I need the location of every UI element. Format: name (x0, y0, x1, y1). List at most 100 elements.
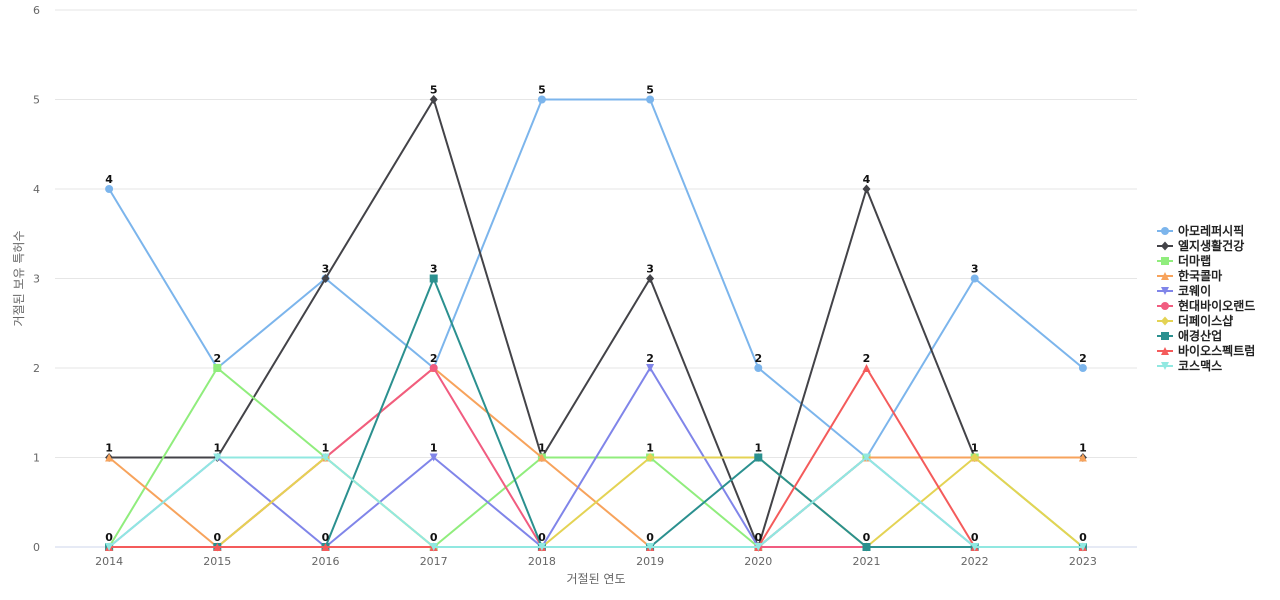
data-label: 4 (105, 173, 113, 186)
series-line[interactable] (109, 98, 1083, 548)
series-point[interactable] (537, 95, 546, 104)
legend-marker (1161, 287, 1169, 295)
y-tick-label: 4 (33, 183, 40, 196)
series-point[interactable] (429, 543, 438, 551)
series-point[interactable] (213, 453, 222, 462)
legend-item[interactable]: 바이오스펙트럼 (1157, 343, 1255, 358)
series-point[interactable] (213, 364, 222, 372)
legend-label: 한국콜마 (1178, 268, 1222, 283)
data-label: 0 (213, 531, 221, 544)
series-point[interactable] (970, 453, 979, 462)
legend-marker (1161, 272, 1169, 280)
series-point[interactable] (970, 543, 979, 551)
data-label: 1 (538, 442, 546, 455)
data-label: 1 (105, 442, 113, 455)
y-tick-label: 6 (33, 4, 40, 17)
legend-item[interactable]: 더마랩 (1157, 253, 1211, 268)
data-label: 5 (430, 84, 438, 97)
series-point[interactable] (862, 543, 871, 551)
data-label: 3 (646, 263, 654, 276)
series-point[interactable] (321, 274, 330, 283)
legend-item[interactable]: 더페이스샵 (1157, 313, 1233, 328)
series-point[interactable] (537, 453, 546, 462)
x-tick-label: 2021 (853, 555, 881, 568)
legend-label: 엘지생활건강 (1178, 238, 1244, 253)
series-2 (105, 95, 1087, 552)
legend-label: 아모레퍼시픽 (1178, 223, 1244, 238)
legend-marker (1161, 347, 1169, 355)
data-label: 2 (863, 352, 871, 365)
series-point[interactable] (429, 364, 438, 372)
series-point[interactable] (754, 453, 763, 462)
series-point[interactable] (429, 453, 438, 462)
series-point[interactable] (754, 364, 763, 372)
series-point[interactable] (429, 95, 438, 104)
series-point[interactable] (646, 364, 655, 372)
series-point[interactable] (105, 543, 114, 551)
series-line[interactable] (109, 277, 1083, 548)
x-tick-label: 2014 (95, 555, 123, 568)
legend-marker (1161, 227, 1169, 235)
data-label: 3 (322, 263, 330, 276)
legend[interactable]: 아모레퍼시픽엘지생활건강더마랩한국콜마코웨이현대바이오랜드더페이스샵애경산업바이… (1157, 223, 1255, 373)
series-point[interactable] (213, 543, 222, 551)
legend-label: 더마랩 (1178, 253, 1211, 268)
series-point[interactable] (862, 453, 871, 462)
series-point[interactable] (537, 543, 546, 551)
series-point[interactable] (429, 274, 438, 283)
series-point[interactable] (321, 543, 330, 551)
series-8 (105, 274, 1087, 551)
legend-item[interactable]: 코스맥스 (1157, 358, 1222, 373)
series-point[interactable] (321, 453, 330, 462)
legend-item[interactable]: 코웨이 (1157, 283, 1211, 298)
legend-item[interactable]: 현대바이오랜드 (1157, 298, 1255, 313)
data-label: 0 (430, 531, 438, 544)
series-point[interactable] (646, 95, 655, 104)
series-line[interactable] (108, 98, 1084, 459)
series-point[interactable] (646, 453, 655, 462)
y-tick-label: 1 (33, 452, 40, 465)
data-label: 0 (322, 531, 330, 544)
series-point[interactable] (1078, 543, 1087, 551)
legend-item[interactable]: 엘지생활건강 (1157, 238, 1244, 253)
legend-label: 애경산업 (1178, 328, 1222, 343)
legend-label: 바이오스펙트럼 (1178, 343, 1255, 358)
legend-label: 코스맥스 (1178, 358, 1222, 373)
data-label: 2 (213, 352, 221, 365)
data-label: 5 (538, 84, 546, 97)
y-tick-label: 2 (33, 362, 40, 375)
series-line[interactable] (108, 456, 1083, 548)
series-point[interactable] (862, 184, 871, 194)
legend-label: 더페이스샵 (1178, 313, 1233, 328)
data-label: 2 (430, 352, 438, 365)
x-tick-label: 2019 (636, 555, 664, 568)
legend-item[interactable]: 애경산업 (1157, 328, 1222, 343)
y-tick-label: 5 (33, 94, 40, 107)
legend-item[interactable]: 아모레퍼시픽 (1157, 223, 1244, 238)
series-point[interactable] (754, 543, 763, 551)
series-point[interactable] (1078, 453, 1087, 462)
x-tick-label: 2020 (744, 555, 772, 568)
data-label: 1 (971, 442, 979, 455)
series-point[interactable] (105, 185, 114, 193)
series-point[interactable] (105, 453, 114, 462)
legend-item[interactable]: 한국콜마 (1157, 268, 1222, 283)
data-label: 5 (646, 84, 654, 97)
x-axis-title: 거절된 연도 (566, 572, 625, 586)
series-lines (105, 95, 1087, 552)
data-label: 1 (754, 442, 762, 455)
series-point[interactable] (970, 274, 979, 283)
data-label: 0 (538, 531, 546, 544)
series-line[interactable] (109, 456, 1084, 548)
series-point[interactable] (1078, 364, 1087, 372)
series-point[interactable] (646, 274, 655, 283)
x-tick-label: 2016 (312, 555, 340, 568)
series-point[interactable] (862, 364, 871, 372)
series-point[interactable] (646, 543, 655, 551)
y-tick-label: 0 (33, 541, 40, 554)
x-tick-label: 2022 (961, 555, 989, 568)
data-label: 1 (213, 442, 221, 455)
